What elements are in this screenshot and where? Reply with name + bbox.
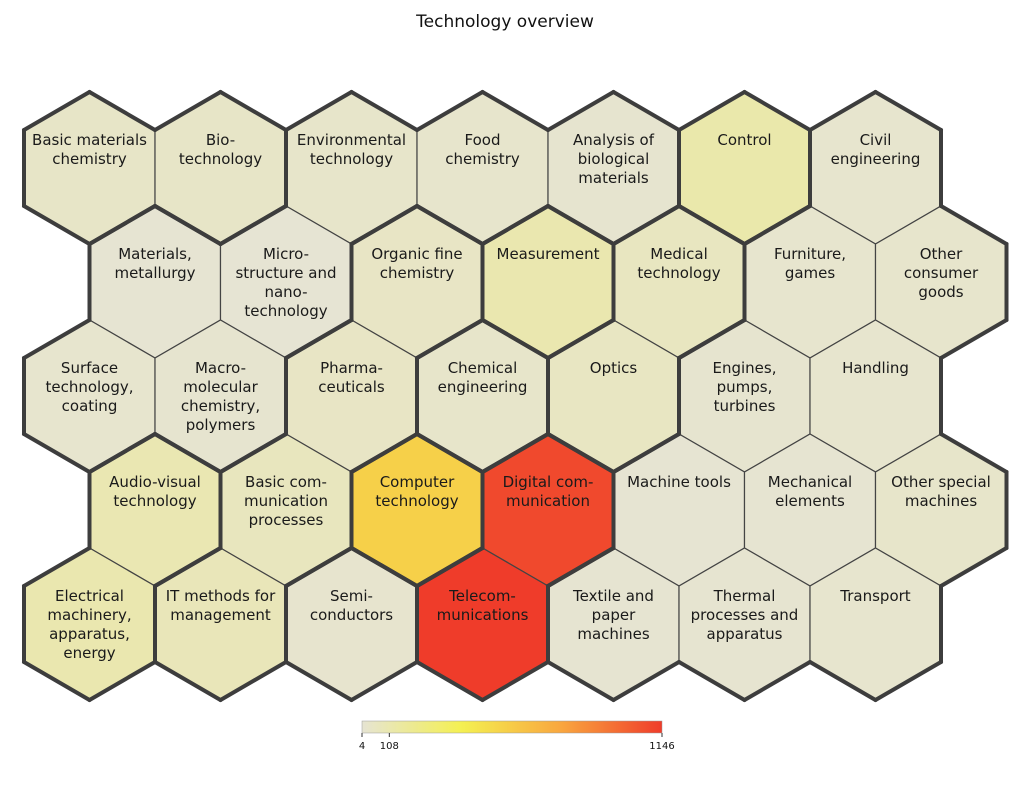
hex-label-other-consumer-goods: Other consumer goods xyxy=(904,245,979,301)
hex-label-other-special-machines: Other special machines xyxy=(891,473,991,510)
hex-label-environmental-technology: Environmental technology xyxy=(297,131,406,168)
hex-label-machine-tools: Machine tools xyxy=(627,473,731,491)
hex-label-furniture-games: Furniture, games xyxy=(774,245,846,282)
hex-label-engines-pumps-turbines: Engines, pumps, turbines xyxy=(713,359,777,415)
hex-label-it-methods-for-management: IT methods for management xyxy=(166,587,276,624)
hex-label-transport: Transport xyxy=(839,587,911,605)
hex-label-analysis-of-biological-materials: Analysis of biological materials xyxy=(573,131,655,187)
hex-label-electrical-machinery-apparatus-energy: Electrical machinery, apparatus, energy xyxy=(47,587,131,662)
colorbar-tick-label: 1146 xyxy=(649,741,674,752)
hex-label-chemical-engineering: Chemical engineering xyxy=(438,359,528,396)
hex-label-macromolecular-chemistry-polymers: Macro-molecular chemistry, polymers xyxy=(181,359,260,434)
hex-label-mechanical-elements: Mechanical elements xyxy=(768,473,852,510)
hex-label-biotechnology: Bio-technology xyxy=(179,131,262,168)
hex-label-food-chemistry: Food chemistry xyxy=(445,131,520,168)
hex-label-thermal-processes-and-apparatus: Thermal processes and apparatus xyxy=(691,587,799,643)
hex-label-basic-communication-processes: Basic com-munication processes xyxy=(244,473,328,529)
group-boundaries xyxy=(22,90,1009,702)
colorbar: 4 108 1146 xyxy=(359,720,675,752)
hex-label-audio-visual-technology: Audio-visual technology xyxy=(109,473,201,510)
colorbar-tick-label: 4 xyxy=(359,741,365,752)
hex-label-pharmaceuticals: Pharma-ceuticals xyxy=(318,359,385,396)
hex-label-semiconductors: Semi-conductors xyxy=(310,587,393,624)
hex-label-surface-technology-coating: Surface technology, coating xyxy=(45,359,133,415)
chart-title: Technology overview xyxy=(416,12,594,32)
hex-label-micro-structure-and-nano-technology: Micro-structure and nano-technology xyxy=(235,245,336,320)
hex-label-civil-engineering: Civil engineering xyxy=(831,131,921,168)
hex-label-computer-technology: Computer technology xyxy=(375,473,458,510)
hex-cells xyxy=(23,91,1008,701)
hex-label-basic-materials-chemistry: Basic materials chemistry xyxy=(32,131,147,168)
hex-label-handling: Handling xyxy=(842,359,909,377)
hex-label-materials-metallurgy: Materials, metallurgy xyxy=(114,245,195,282)
hex-label-organic-fine-chemistry: Organic fine chemistry xyxy=(371,245,462,282)
colorbar-gradient xyxy=(361,720,663,734)
hex-label-optics: Optics xyxy=(590,359,638,377)
hex-label-digital-communication: Digital com-munication xyxy=(503,473,594,510)
colorbar-tick-label: 108 xyxy=(380,741,399,752)
hex-label-medical-technology: Medical technology xyxy=(637,245,720,282)
hex-label-measurement: Measurement xyxy=(497,245,600,263)
hex-label-telecommunications: Telecom-munications xyxy=(437,587,529,624)
hex-label-control: Control xyxy=(717,131,771,149)
hex-label-textile-and-paper-machines: Textile and paper machines xyxy=(572,587,654,643)
hex-labels: Basic materials chemistry Bio-technology En… xyxy=(32,131,991,662)
